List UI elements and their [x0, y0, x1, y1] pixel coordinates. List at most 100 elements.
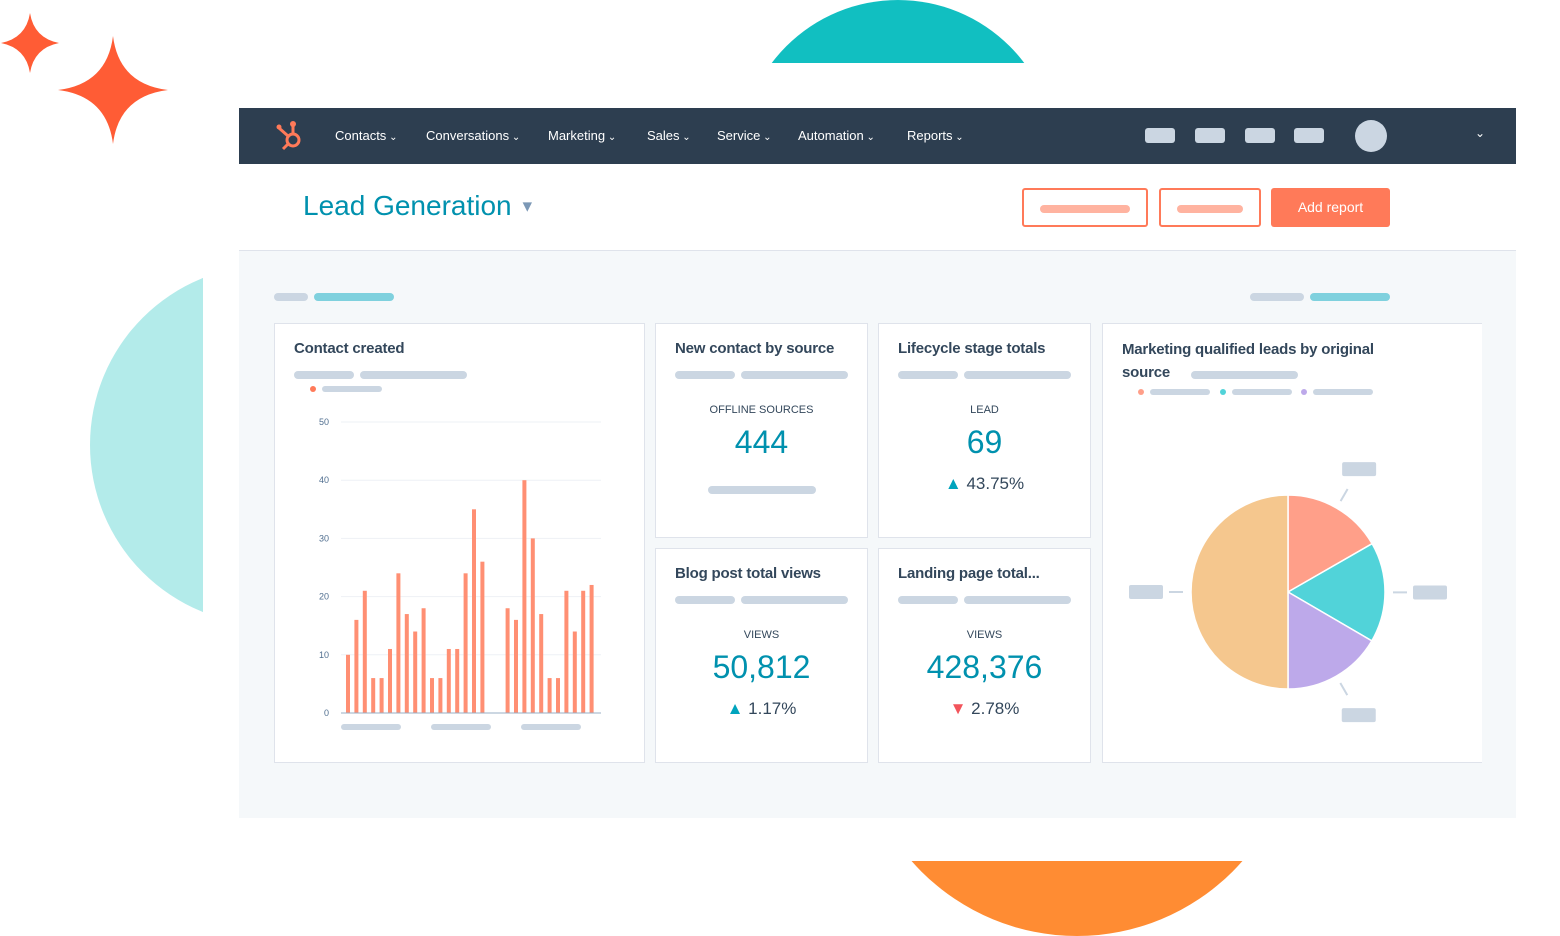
- nav-contacts[interactable]: Contacts: [335, 128, 397, 143]
- nav-icon-placeholder[interactable]: [1195, 128, 1225, 143]
- mql-card[interactable]: Marketing qualified leads by original so…: [1102, 323, 1482, 763]
- bar[interactable]: [446, 648, 451, 713]
- nav-service[interactable]: Service: [717, 128, 772, 143]
- bar[interactable]: [413, 631, 418, 713]
- bar[interactable]: [589, 584, 594, 713]
- y-tick-label: 10: [319, 650, 329, 660]
- page-title[interactable]: Lead Generation ▼: [303, 190, 535, 222]
- card-title: New contact by source: [675, 340, 835, 357]
- blog-views-card[interactable]: Blog post total views VIEWS 50,812 ▲ 1.1…: [655, 548, 868, 763]
- nav-icon-placeholder[interactable]: [1294, 128, 1324, 143]
- bar[interactable]: [581, 590, 586, 713]
- caret-down-icon: ▼: [519, 198, 536, 216]
- card-title: Contact created: [294, 340, 405, 357]
- x-label-placeholder: [431, 724, 491, 730]
- pie-slice[interactable]: [1287, 590, 1373, 690]
- y-tick-label: 30: [319, 533, 329, 543]
- light-teal-circle-decoration: [90, 265, 203, 620]
- bar[interactable]: [463, 573, 468, 713]
- nav-reports[interactable]: Reports: [907, 128, 964, 143]
- bar[interactable]: [539, 614, 544, 713]
- metric-label: VIEWS: [743, 629, 780, 641]
- legend-dot: [310, 386, 316, 392]
- bar[interactable]: [564, 590, 569, 713]
- slice-label-placeholder: [1341, 708, 1376, 723]
- pie-slice[interactable]: [1287, 494, 1374, 594]
- chevron-down-icon[interactable]: ⌄: [1475, 126, 1486, 140]
- metric-value: 444: [734, 424, 789, 460]
- top-nav: Contacts Conversations Marketing Sales S…: [239, 108, 1516, 164]
- orange-half-circle-decoration: [868, 861, 1286, 936]
- metric-label: LEAD: [970, 404, 999, 416]
- bar[interactable]: [505, 608, 510, 713]
- arrow-up-icon: ▲: [944, 474, 962, 493]
- contact-created-card[interactable]: Contact created 0 10 20 30 40 50: [274, 323, 645, 763]
- landing-page-card[interactable]: Landing page total... VIEWS 428,376 ▼ 2.…: [878, 548, 1091, 763]
- bar[interactable]: [530, 538, 535, 713]
- metric-label: OFFLINE SOURCES: [709, 404, 814, 416]
- metric-change: 1.17%: [748, 699, 797, 718]
- slice-leader-line: [1339, 488, 1349, 502]
- slice-leader-line: [1339, 682, 1349, 696]
- filter-placeholder[interactable]: [314, 293, 394, 301]
- nav-conversations[interactable]: Conversations: [426, 128, 520, 143]
- slice-label-placeholder: [1412, 585, 1447, 600]
- bar[interactable]: [404, 614, 409, 713]
- bar[interactable]: [362, 590, 367, 713]
- metric-value: 69: [966, 424, 1003, 460]
- bar[interactable]: [556, 678, 560, 713]
- bar[interactable]: [421, 608, 426, 713]
- sparkle-decoration: [1, 13, 168, 144]
- teal-half-circle-decoration: [740, 0, 1056, 63]
- nav-marketing[interactable]: Marketing: [548, 128, 616, 143]
- slice-label-placeholder: [1342, 462, 1377, 477]
- y-tick-label: 0: [324, 708, 329, 718]
- arrow-down-icon: ▼: [949, 699, 967, 718]
- x-label-placeholder: [521, 724, 581, 730]
- filter-placeholder: [274, 293, 308, 301]
- bar[interactable]: [522, 480, 527, 713]
- action-button[interactable]: [1022, 188, 1148, 227]
- bar[interactable]: [480, 561, 485, 713]
- bar[interactable]: [379, 678, 384, 713]
- bar[interactable]: [472, 509, 476, 713]
- arrow-up-icon: ▲: [726, 699, 744, 718]
- add-report-button[interactable]: Add report: [1271, 188, 1390, 227]
- x-label-placeholder: [341, 724, 401, 730]
- metric-change: 43.75%: [966, 474, 1025, 493]
- y-tick-label: 20: [319, 592, 329, 602]
- slice-label-placeholder: [1129, 585, 1163, 599]
- bar[interactable]: [514, 619, 518, 713]
- action-button[interactable]: [1159, 188, 1261, 227]
- pie-slice[interactable]: [1190, 494, 1289, 690]
- bar[interactable]: [388, 648, 392, 713]
- nav-automation[interactable]: Automation: [798, 128, 875, 143]
- card-title: Marketing qualified leads by original so…: [1122, 341, 1374, 381]
- pie-slice[interactable]: [1286, 542, 1386, 642]
- nav-sales[interactable]: Sales: [647, 128, 691, 143]
- filter-placeholder[interactable]: [1310, 293, 1390, 301]
- metric-label: VIEWS: [966, 629, 1003, 641]
- filter-placeholder: [1250, 293, 1304, 301]
- metric-value: 428,376: [926, 649, 1043, 685]
- bar[interactable]: [547, 678, 552, 713]
- new-contact-card[interactable]: New contact by source OFFLINE SOURCES 44…: [655, 323, 868, 538]
- page-title-text: Lead Generation: [303, 190, 512, 221]
- card-title: Blog post total views: [675, 565, 821, 582]
- hubspot-sprocket-icon[interactable]: [274, 120, 308, 152]
- nav-icon-placeholder[interactable]: [1245, 128, 1275, 143]
- bar[interactable]: [430, 678, 434, 713]
- bar[interactable]: [354, 619, 359, 713]
- bar[interactable]: [572, 631, 577, 713]
- bar[interactable]: [438, 678, 443, 713]
- bar[interactable]: [455, 648, 460, 713]
- bar-chart: 0 10 20 30 40 50: [319, 417, 601, 730]
- bar[interactable]: [371, 678, 376, 713]
- nav-icon-placeholder[interactable]: [1145, 128, 1175, 143]
- pie-chart: [1129, 462, 1447, 723]
- avatar[interactable]: [1355, 120, 1387, 152]
- bar[interactable]: [396, 573, 401, 713]
- lifecycle-card[interactable]: Lifecycle stage totals LEAD 69 ▲ 43.75%: [878, 323, 1091, 538]
- bar[interactable]: [346, 654, 350, 713]
- card-title: Landing page total...: [898, 565, 1040, 582]
